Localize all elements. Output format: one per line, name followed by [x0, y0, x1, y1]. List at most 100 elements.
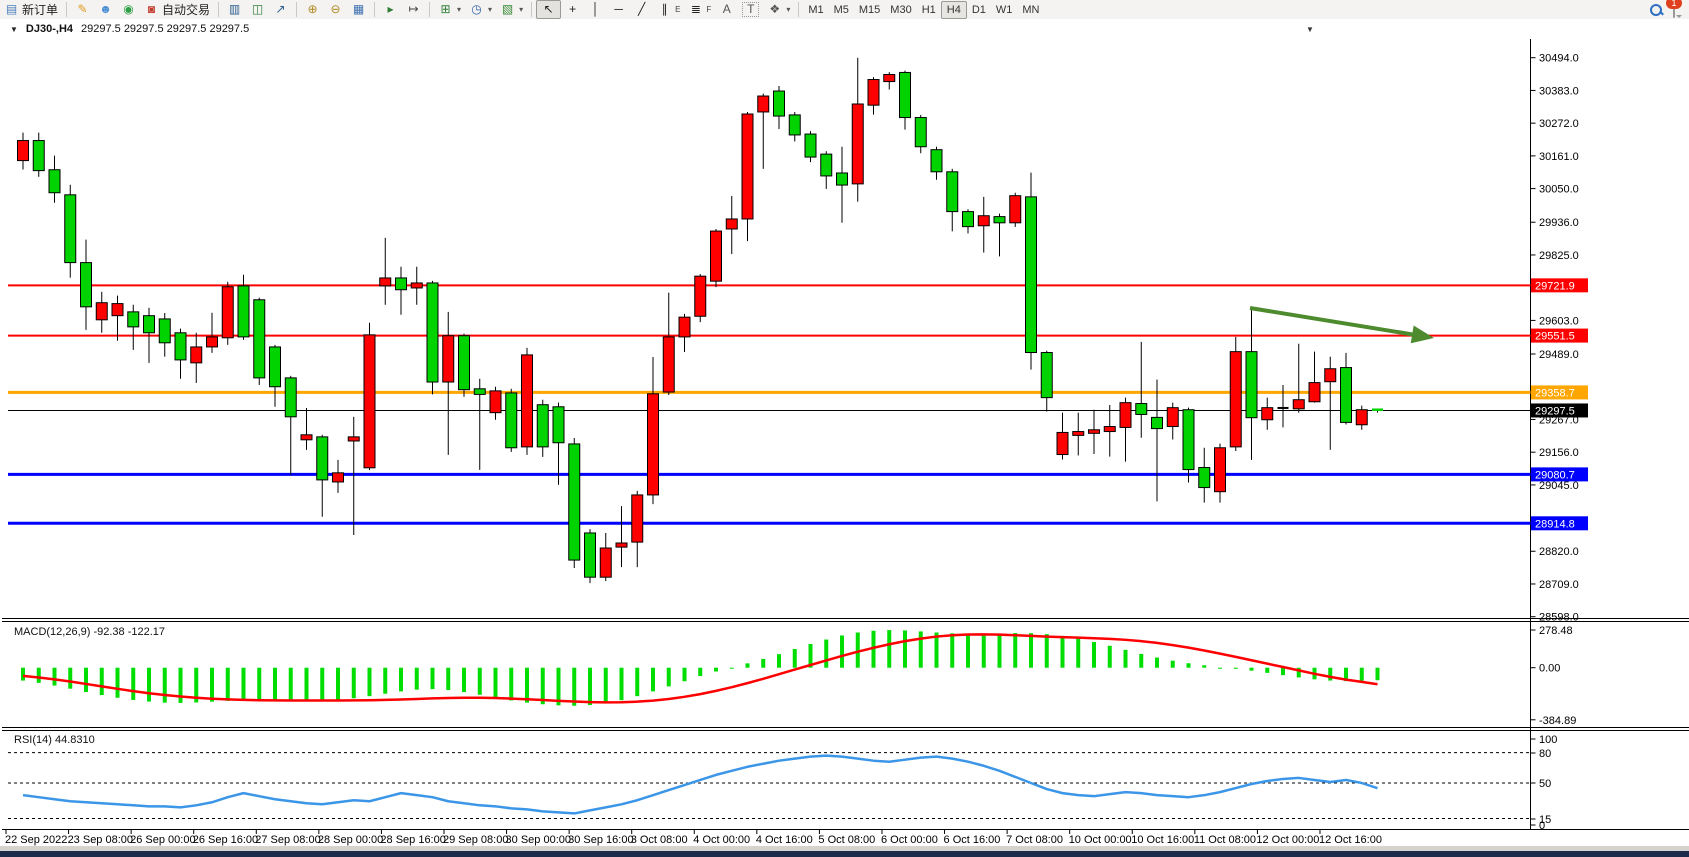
news-broadcast-button[interactable]: ◉ — [117, 1, 140, 18]
candle-body — [221, 286, 234, 339]
chevron-down-icon[interactable]: ▾ — [786, 5, 791, 14]
new-chart-button[interactable]: ⊞ ▾ — [434, 1, 465, 18]
candle-body — [489, 390, 502, 414]
timeframe-m30-button[interactable]: M30 — [890, 3, 912, 16]
timeframe-h1-button[interactable]: H1 — [921, 3, 936, 16]
horizontal-line-tool-button[interactable]: ─ — [607, 1, 630, 18]
candle-body — [899, 71, 911, 119]
bar-chart-type-button[interactable]: ▥ — [223, 1, 246, 18]
candle-body — [190, 346, 203, 364]
cursor-tool-button[interactable]: ↖ — [536, 0, 562, 19]
chevron-down-icon[interactable]: ▾ — [519, 5, 524, 14]
candle-body — [158, 318, 171, 344]
vertical-line-icon: │ — [591, 2, 600, 16]
collapse-objects-icon[interactable]: ▼ — [10, 24, 18, 34]
search-icon[interactable] — [1649, 3, 1663, 17]
tile-windows-button[interactable]: ▦ — [347, 1, 370, 18]
price-axis-tick-label: 30050.0 — [1539, 184, 1579, 196]
svg-text:28914.8: 28914.8 — [1535, 518, 1575, 530]
time-axis-label: 30 Sep 16:00 — [568, 834, 633, 846]
candle-body — [284, 377, 297, 418]
chart-title-bar[interactable]: ▼ DJ30-,H4 29297.5 29297.5 29297.5 29297… — [10, 23, 249, 35]
candle-body — [316, 436, 329, 481]
timeframe-m1-button[interactable]: M1 — [808, 3, 824, 16]
shapes-tool-button[interactable]: ❖ ▾ — [763, 1, 794, 18]
candle-body — [17, 140, 29, 162]
shapes-icon: ❖ — [769, 2, 781, 16]
toolbar-separator — [531, 2, 533, 17]
candle-body — [1229, 351, 1242, 448]
candle-body — [694, 275, 707, 317]
candle-body — [347, 436, 360, 442]
vertical-line-tool-button[interactable]: │ — [584, 1, 607, 18]
rsi-axis-label: 15 — [1539, 814, 1551, 826]
candle-body — [1198, 467, 1211, 489]
candle-body — [1040, 352, 1053, 399]
crayon-icon: ✎ — [77, 2, 88, 16]
candle-chart-type-button[interactable]: ◫ — [246, 1, 269, 18]
candle-body — [725, 218, 738, 230]
chevron-down-icon[interactable]: ▾ — [488, 5, 493, 14]
auto-scroll-button[interactable]: ▸ — [379, 1, 402, 18]
candle-body — [1214, 447, 1226, 493]
timeframe-d1-button[interactable]: D1 — [971, 3, 986, 16]
candle-body — [1025, 196, 1037, 354]
new-order-button[interactable]: ▤ 新订单 — [0, 1, 62, 18]
timeframe-h4-button[interactable]: H4 — [940, 0, 967, 19]
trendline-tool-button[interactable]: ╱ — [630, 1, 653, 18]
chart-symbol-period: DJ30-,H4 — [25, 23, 73, 35]
time-axis-label: 28 Sep 00:00 — [318, 834, 383, 846]
community-button[interactable]: ☻ — [94, 1, 117, 18]
timeframe-m5-button[interactable]: M5 — [833, 3, 849, 16]
candle-body — [1324, 368, 1337, 383]
toolbar-separator — [296, 2, 298, 17]
channel-tool-button[interactable]: ∥ E — [653, 1, 684, 18]
candle-body — [410, 282, 423, 289]
candle-body — [867, 79, 880, 106]
label-tool-button[interactable]: T — [738, 1, 763, 18]
chart-shift-marker: ▼ — [1306, 25, 1314, 34]
horizontal-line-icon: ─ — [614, 2, 623, 16]
candle-body — [615, 542, 628, 548]
price-axis-tick-label: 30383.0 — [1539, 85, 1579, 97]
crosshair-icon: + — [569, 2, 577, 16]
candle-body — [883, 74, 896, 83]
zoom-in-icon: ⊕ — [307, 2, 318, 16]
candle-body — [206, 336, 218, 348]
zoom-out-button[interactable]: ⊖ — [324, 1, 347, 18]
crosshair-tool-button[interactable]: + — [561, 1, 584, 18]
text-tool-button[interactable]: A — [715, 1, 738, 18]
price-axis-tick-label: 30494.0 — [1539, 53, 1579, 65]
crayon-tool-button[interactable]: ✎ — [71, 1, 94, 18]
timeframe-w1-button[interactable]: W1 — [995, 3, 1013, 16]
price-axis-tick-label: 29825.0 — [1539, 250, 1579, 262]
indicators-button[interactable]: ▧ ▾ — [496, 1, 527, 18]
timeframe-mn-button[interactable]: MN — [1022, 3, 1040, 16]
trend-arrow-head — [1410, 325, 1434, 344]
auto-trading-button-label: 自动交易 — [162, 3, 211, 17]
chart-canvas[interactable]: 30494.0 30383.0 30272.0 30161.0 30050.0 29936… — [0, 19, 1689, 857]
auto-trading-button[interactable]: ◙ 自动交易 — [140, 1, 214, 18]
candle-body — [836, 172, 848, 186]
zoom-in-button[interactable]: ⊕ — [301, 1, 324, 18]
new-chart-icon: ⊞ — [440, 2, 451, 16]
new-order-icon: ▤ — [5, 2, 18, 16]
candle-body — [741, 113, 754, 220]
chart-quotes: 29297.5 29297.5 29297.5 29297.5 — [81, 23, 250, 35]
timeframe-group: M1 M5 M15 M30 H1 H4 D1 W1 MN — [803, 0, 1044, 19]
chart-shift-button[interactable]: ↦ — [402, 1, 425, 18]
rsi-line — [22, 754, 1378, 815]
candle-body — [32, 140, 45, 172]
candle-body — [1056, 431, 1069, 456]
toolbar-separator — [66, 2, 68, 17]
period-menu-button[interactable]: ◷ ▾ — [465, 1, 496, 18]
chart-background — [0, 19, 1689, 857]
timeframe-m15-button[interactable]: M15 — [858, 3, 881, 16]
candle-body — [95, 302, 108, 321]
text-icon: A — [722, 2, 731, 16]
fibonacci-tool-button[interactable]: ≣ F — [684, 1, 715, 18]
chevron-down-icon[interactable]: ▾ — [457, 5, 462, 14]
chat-button[interactable]: 1 — [1666, 0, 1682, 18]
line-chart-type-button[interactable]: ↗ — [269, 1, 292, 18]
candle-body — [127, 311, 140, 328]
